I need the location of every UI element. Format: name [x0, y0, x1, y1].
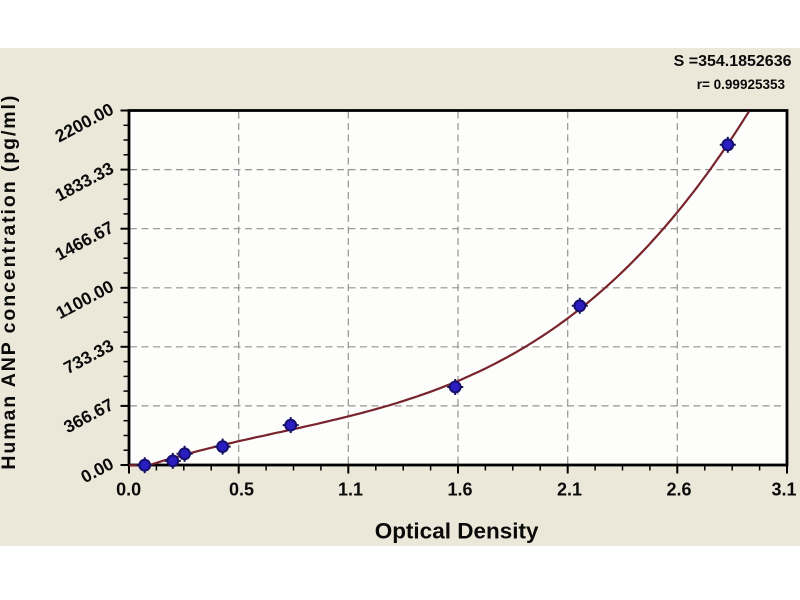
- svg-text:r= 0.99925353: r= 0.99925353: [697, 77, 786, 92]
- svg-text:1.6: 1.6: [447, 480, 472, 500]
- svg-text:2.1: 2.1: [557, 480, 582, 500]
- svg-text:Human ANP concentration (pg/ml: Human ANP concentration (pg/ml): [0, 96, 20, 470]
- svg-text:0.5: 0.5: [229, 480, 254, 500]
- svg-text:3.1: 3.1: [771, 480, 796, 500]
- svg-text:0.0: 0.0: [116, 480, 141, 500]
- svg-text:1.1: 1.1: [338, 480, 363, 500]
- svg-text:Optical Density: Optical Density: [375, 519, 539, 544]
- svg-text:S =354.1852636: S =354.1852636: [674, 53, 792, 70]
- svg-text:2.6: 2.6: [666, 480, 691, 500]
